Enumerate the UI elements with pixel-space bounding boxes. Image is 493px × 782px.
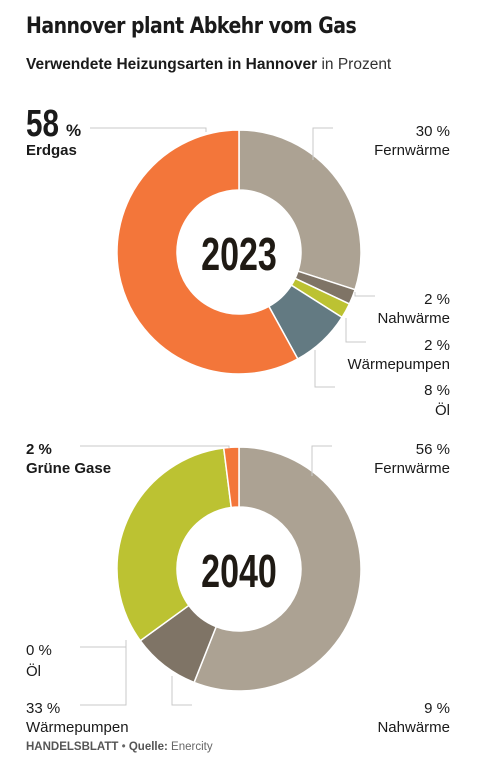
leader-line — [171, 676, 192, 706]
category-label: Nahwärme — [377, 719, 450, 736]
leader-line — [354, 292, 375, 297]
source-prefix: Quelle: — [128, 741, 168, 753]
value-label: 56 % — [416, 441, 450, 458]
source-name: Enercity — [171, 741, 213, 753]
source-footer: HANDELSBLATT • Quelle: Enercity — [26, 741, 213, 753]
slice-fernwärme — [238, 129, 362, 291]
category-label: Fernwärme — [374, 142, 450, 159]
value-label: 0 % — [26, 642, 52, 659]
donut-chart-2023: 30 % Fernwärme 2 % Nahwärme 2 % Wärmepumpen 8 … — [26, 103, 450, 419]
leader-line — [312, 127, 333, 160]
value-label: 2 % — [424, 291, 450, 308]
value-label: 30 % — [416, 123, 450, 140]
value-label: 2 % — [424, 337, 450, 354]
category-label: Fernwärme — [374, 460, 450, 477]
category-label: Erdgas — [26, 142, 77, 159]
value-label: 58 — [26, 103, 59, 145]
center-year-label: 2040 — [201, 545, 277, 597]
value-label: 9 % — [424, 700, 450, 717]
subtitle-text: Verwendete Heizungsarten in Hannover — [26, 56, 318, 73]
value-label: 33 % — [26, 700, 60, 717]
value-unit: % — [66, 121, 81, 140]
leader-line — [314, 350, 335, 388]
chart-title: Hannover plant Abkehr vom Gas — [26, 14, 357, 39]
slice-erdgas — [116, 129, 299, 375]
category-label: Grüne Gase — [26, 460, 111, 477]
unit-label: in Prozent — [321, 56, 392, 73]
slice-fernwärme — [193, 446, 362, 692]
center-year-label: 2023 — [201, 228, 277, 280]
value-label: 2 % — [26, 441, 52, 458]
leader-line — [80, 445, 230, 448]
leader-line — [90, 127, 207, 132]
category-label: Nahwärme — [377, 310, 450, 327]
leader-line — [345, 318, 366, 343]
category-label: Öl — [435, 401, 450, 419]
chart-subtitle: Verwendete Heizungsarten in Hannover in … — [26, 56, 391, 74]
publisher-label: HANDELSBLATT — [26, 741, 119, 753]
donut-chart-2040: 56 % Fernwärme 9 % Nahwärme 0 % Öl 33 % Wärmepu… — [26, 441, 450, 736]
value-label: 8 % — [424, 382, 450, 399]
category-label: Wärmepumpen — [26, 719, 129, 736]
category-label: Wärmepumpen — [347, 356, 450, 373]
leader-line — [311, 445, 332, 476]
category-label: Öl — [26, 662, 41, 680]
leader-line — [80, 640, 127, 706]
leader-line — [80, 640, 127, 648]
slice-wärmepumpen — [116, 447, 233, 642]
